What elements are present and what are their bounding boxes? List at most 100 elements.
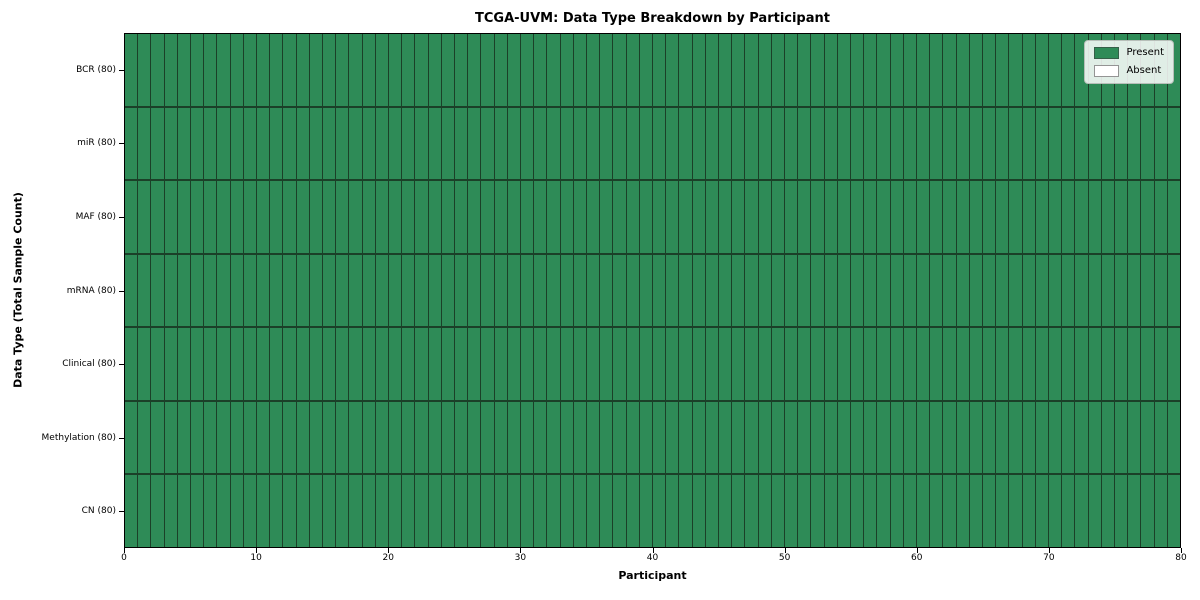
heatmap-cell bbox=[705, 107, 718, 180]
heatmap-cell bbox=[652, 328, 666, 400]
heatmap-cell bbox=[1009, 328, 1022, 400]
heatmap-cell bbox=[1154, 401, 1167, 474]
heatmap-cell bbox=[679, 254, 692, 327]
heatmap-cell bbox=[771, 328, 784, 400]
heatmap-cell bbox=[837, 34, 850, 106]
heatmap-cell bbox=[560, 475, 573, 547]
heatmap-cell bbox=[296, 475, 309, 547]
heatmap-cell bbox=[996, 401, 1009, 474]
heatmap-cell bbox=[270, 328, 283, 400]
heatmap-cell bbox=[322, 107, 336, 180]
heatmap-cell bbox=[256, 401, 270, 474]
heatmap-cell bbox=[336, 401, 349, 474]
heatmap-cell bbox=[309, 254, 322, 327]
heatmap-cell bbox=[547, 254, 560, 327]
heatmap-cell bbox=[270, 254, 283, 327]
heatmap-cell bbox=[1167, 475, 1180, 547]
heatmap-cell bbox=[204, 107, 217, 180]
heatmap-cell bbox=[692, 181, 705, 253]
heatmap-cell bbox=[243, 34, 256, 106]
heatmap-cell bbox=[1154, 107, 1167, 180]
heatmap-cell bbox=[507, 181, 520, 253]
x-tick-label: 70 bbox=[1043, 553, 1055, 563]
heatmap-cell bbox=[375, 34, 388, 106]
heatmap-cell bbox=[402, 328, 415, 400]
heatmap-cell bbox=[1009, 254, 1022, 327]
heatmap-cell bbox=[1141, 328, 1154, 400]
heatmap-cell bbox=[1154, 181, 1167, 253]
heatmap-cell bbox=[732, 34, 745, 106]
heatmap-cell bbox=[600, 34, 613, 106]
heatmap-cell bbox=[1154, 254, 1167, 327]
heatmap-cell bbox=[375, 107, 388, 180]
heatmap-cell bbox=[296, 328, 309, 400]
heatmap-cell bbox=[837, 254, 850, 327]
heatmap-cell bbox=[322, 34, 336, 106]
heatmap-cell bbox=[1022, 475, 1035, 547]
heatmap-cell bbox=[1088, 107, 1101, 180]
heatmap-cell bbox=[679, 34, 692, 106]
heatmap-cell bbox=[560, 254, 573, 327]
heatmap-cell bbox=[1075, 254, 1088, 327]
x-tick-mark bbox=[916, 548, 918, 553]
heatmap-cell bbox=[916, 401, 930, 474]
heatmap-cell bbox=[1075, 328, 1088, 400]
heatmap-cell bbox=[639, 401, 652, 474]
heatmap-cell bbox=[824, 34, 837, 106]
heatmap-cell bbox=[520, 328, 534, 400]
heatmap-cell bbox=[798, 107, 811, 180]
heatmap-cell bbox=[468, 181, 481, 253]
heatmap-cell bbox=[534, 107, 547, 180]
heatmap-cell bbox=[1101, 181, 1114, 253]
heatmap-cell bbox=[151, 401, 164, 474]
heatmap-cell bbox=[850, 107, 864, 180]
heatmap-cell bbox=[560, 34, 573, 106]
heatmap-cell bbox=[1022, 401, 1035, 474]
heatmap-cell bbox=[864, 181, 877, 253]
heatmap-cell bbox=[982, 107, 996, 180]
heatmap-cell bbox=[837, 401, 850, 474]
heatmap-cell bbox=[336, 254, 349, 327]
heatmap-cell bbox=[507, 34, 520, 106]
heatmap-cell bbox=[283, 181, 296, 253]
heatmap-cell bbox=[375, 401, 388, 474]
heatmap-cell bbox=[454, 475, 468, 547]
heatmap-cell bbox=[494, 475, 507, 547]
heatmap-cell bbox=[956, 475, 969, 547]
heatmap-cell bbox=[349, 181, 362, 253]
heatmap-cell bbox=[217, 254, 230, 327]
heatmap-cell bbox=[428, 475, 441, 547]
heatmap-cell bbox=[494, 401, 507, 474]
heatmap-cell bbox=[916, 34, 930, 106]
heatmap-cell bbox=[573, 401, 586, 474]
heatmap-cell bbox=[534, 328, 547, 400]
heatmap-cell bbox=[362, 328, 375, 400]
heatmap-cell bbox=[679, 328, 692, 400]
heatmap-cell bbox=[732, 401, 745, 474]
heatmap-cell bbox=[1022, 181, 1035, 253]
heatmap-cell bbox=[309, 475, 322, 547]
heatmap-cell bbox=[679, 181, 692, 253]
heatmap-cell bbox=[243, 328, 256, 400]
heatmap-cell bbox=[1101, 401, 1114, 474]
heatmap-cell bbox=[679, 475, 692, 547]
heatmap-cell bbox=[903, 475, 916, 547]
heatmap-cell bbox=[573, 107, 586, 180]
heatmap-cell bbox=[916, 181, 930, 253]
heatmap-cell bbox=[1128, 181, 1141, 253]
heatmap-cell bbox=[877, 34, 890, 106]
y-tick-label: Clinical (80) bbox=[62, 359, 116, 370]
heatmap-cell bbox=[547, 475, 560, 547]
heatmap-cell bbox=[943, 34, 956, 106]
heatmap-cell bbox=[692, 254, 705, 327]
heatmap-cell bbox=[1062, 401, 1075, 474]
heatmap-cell bbox=[520, 181, 534, 253]
heatmap-cell bbox=[309, 401, 322, 474]
heatmap-cell bbox=[771, 475, 784, 547]
heatmap-cell bbox=[837, 475, 850, 547]
heatmap-cell bbox=[243, 181, 256, 253]
heatmap-cell bbox=[824, 328, 837, 400]
heatmap-cell bbox=[336, 34, 349, 106]
heatmap-cell bbox=[890, 475, 903, 547]
heatmap-cell bbox=[296, 107, 309, 180]
